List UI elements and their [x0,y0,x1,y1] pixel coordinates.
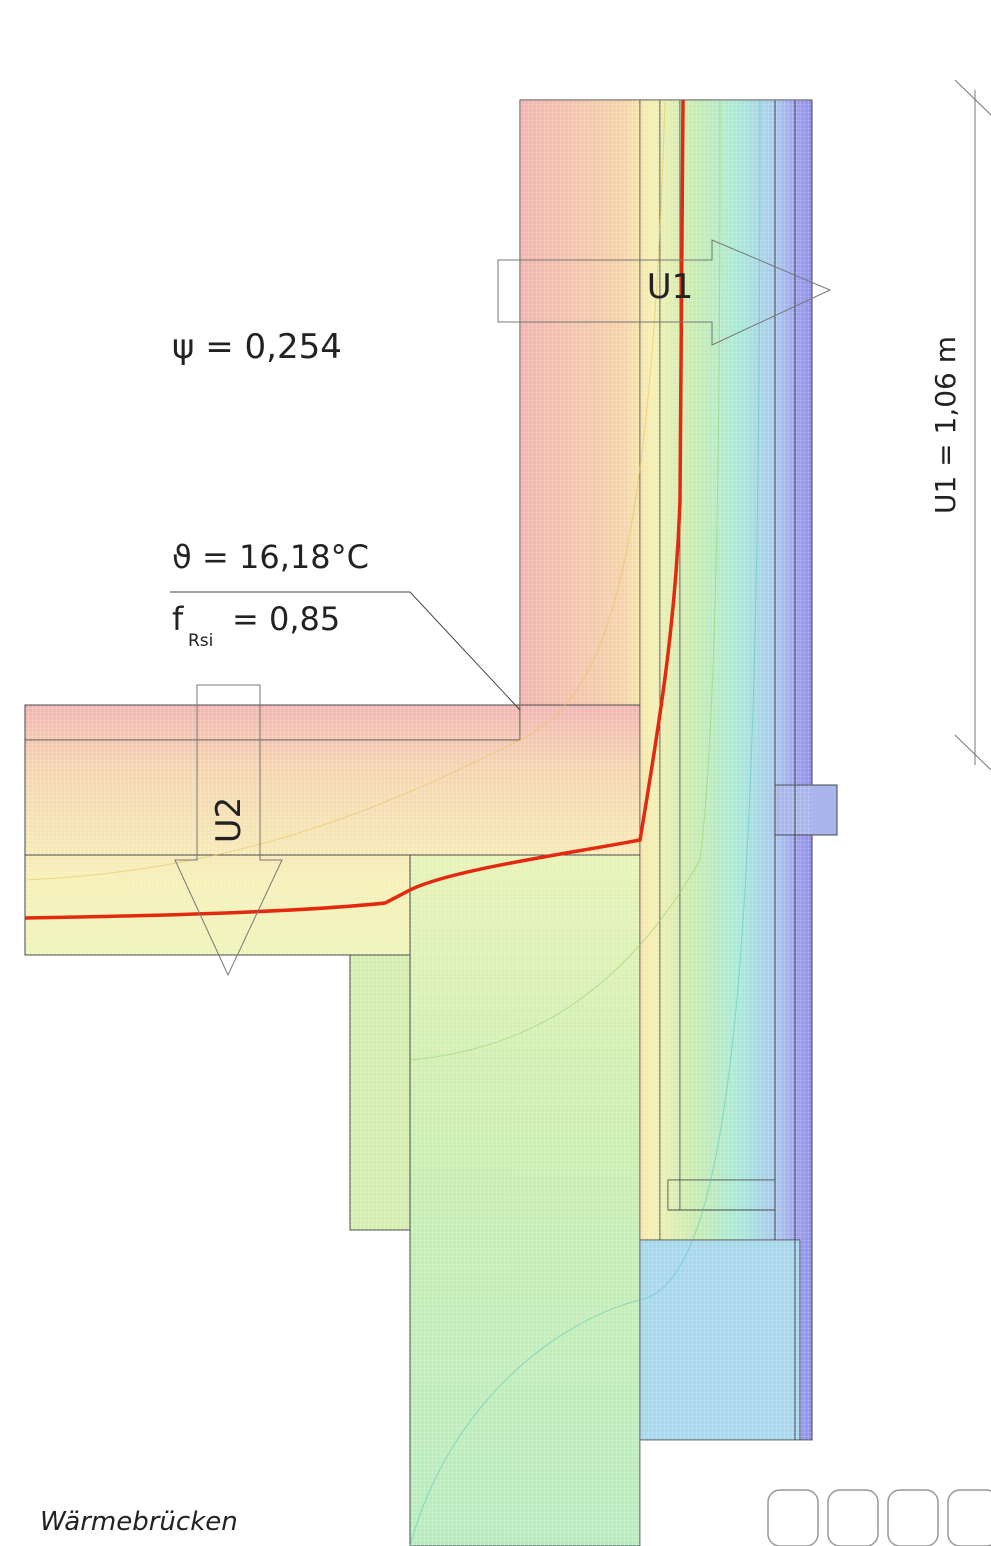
dimension-tick [955,80,991,115]
f-symbol: f [172,600,184,638]
thumbnail [948,1490,991,1546]
u1-label: U1 [647,267,694,307]
theta-value: ϑ = 16,18°C [172,538,369,576]
dimension-label: U1 = 1,06 m [929,336,962,514]
f-value: = 0,85 [232,600,340,638]
thumbnail [888,1490,938,1546]
u2-label: U2 [209,797,249,844]
f-subscript: Rsi [188,631,213,651]
thermal-bridge-diagram: U1 U2 ψ = 0,254 ϑ = 16,18°C f Rsi = 0,85… [0,0,991,1546]
thumbnail [828,1490,878,1546]
mesh-overlay [25,100,812,1546]
psi-value: ψ = 0,254 [172,327,342,367]
footer-caption: Wärmebrücken [40,1507,238,1537]
dimension-tick [955,735,991,770]
